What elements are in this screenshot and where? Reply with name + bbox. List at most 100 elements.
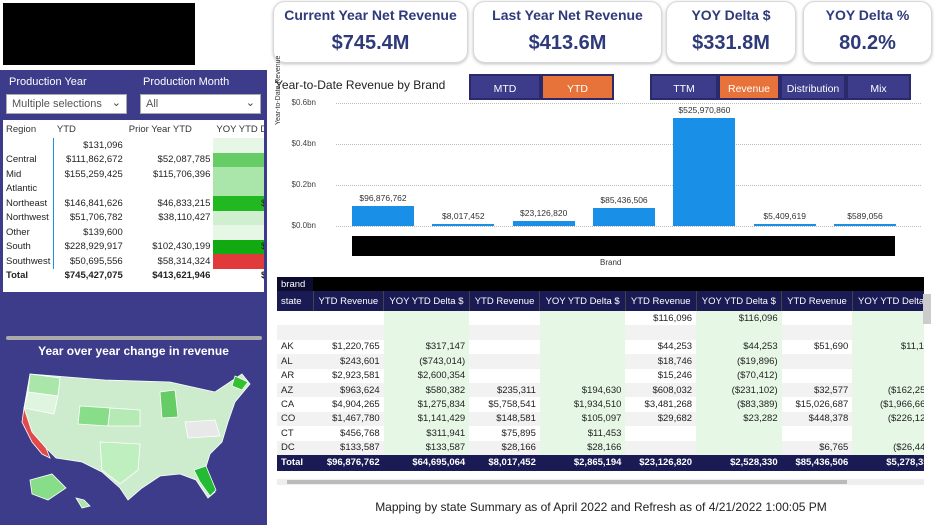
grid-row[interactable]: AL $243,601 ($743,014) $18,746 ($19,896) <box>277 354 924 369</box>
grid-row[interactable]: CT $456,768 $311,941 $75,895 $11,453 <box>277 426 924 441</box>
state-florida[interactable] <box>193 465 217 497</box>
state-oregon[interactable] <box>23 391 59 415</box>
grid-row[interactable]: CA $4,904,265 $1,275,834 $5,758,541 $1,934,5… <box>277 397 924 412</box>
us-map-base <box>23 373 251 501</box>
kpi-yoy-delta-dollar: YOY Delta $ $331.8M <box>666 1 796 63</box>
ttm-button[interactable]: TTM <box>650 74 718 100</box>
state-hawaii[interactable] <box>75 497 91 509</box>
region-cell-prior: $52,087,785 <box>157 154 211 166</box>
grid-col-header[interactable]: YOY YTD Delta $ <box>852 291 924 311</box>
grid-state-cell: CO <box>281 413 296 425</box>
grid-value-cell <box>852 325 924 340</box>
revenue-button[interactable]: Revenue <box>718 74 780 100</box>
gridline <box>336 103 921 104</box>
state-illinois[interactable] <box>159 389 179 419</box>
grid-col-header[interactable]: YTD Revenue <box>625 291 697 311</box>
region-row[interactable]: South $228,929,917 $102,430,199$126,4 <box>3 239 264 254</box>
grid-row[interactable]: AK $1,220,765 $317,147 $44,253 $44,253 $51,69… <box>277 339 924 355</box>
state-california[interactable] <box>21 407 51 459</box>
grid-total-cell: $85,436,506 <box>781 454 853 471</box>
grid-row[interactable] <box>277 325 924 340</box>
region-cell-ytd: $228,929,917 <box>64 241 123 253</box>
bar[interactable] <box>673 118 736 226</box>
state-alaska[interactable] <box>29 473 67 501</box>
grid-value-cell: $1,467,780 <box>332 413 380 425</box>
grid-row[interactable]: AR$2,923,581$2,600,354$15,246($70,412)$1… <box>277 368 924 383</box>
gridline <box>336 185 921 186</box>
us-choropleth-map[interactable] <box>10 362 260 512</box>
col-header-region[interactable]: Region <box>6 123 37 135</box>
region-row[interactable]: $131,096 $1 <box>3 138 264 153</box>
region-row[interactable]: Central $111,862,672 $52,087,785$59,7 <box>3 152 264 167</box>
refresh-footer-text: Mapping by state Summary as of April 202… <box>375 500 827 514</box>
bar[interactable] <box>512 221 575 226</box>
grid-col-header[interactable]: YTD Revenue <box>469 291 541 311</box>
grid-scroll-thumb[interactable] <box>287 480 847 484</box>
region-row[interactable]: Atlantic <box>3 181 264 196</box>
distribution-button[interactable]: Distribution <box>780 74 846 100</box>
y-tick-label: $0.0bn <box>291 221 316 230</box>
state-maine[interactable] <box>231 375 249 391</box>
grid-row[interactable]: $116,096 $116,096 <box>277 311 924 326</box>
region-row[interactable]: Northeast $146,841,626 $46,833,215$100,0 <box>3 196 264 211</box>
grid-total-label: Total <box>277 454 313 471</box>
grid-col-header[interactable]: YOY YTD Delta $ <box>696 291 783 311</box>
grid-value-cell: $1,275,834 <box>383 397 470 412</box>
state-tennessee[interactable] <box>184 419 221 439</box>
grid-value-cell: $3,481,268 <box>644 399 693 411</box>
region-cell-yoy: $1 <box>213 138 264 153</box>
grid-value-cell: $1,934,510 <box>539 397 626 412</box>
grid-row[interactable]: AZ $963,624 $580,382 $235,311 $194,630 $608,0… <box>277 382 924 398</box>
production-month-select[interactable]: All ⌄ <box>140 94 261 114</box>
state-colorado[interactable] <box>77 405 111 427</box>
region-cell-yoy: $59,7 <box>213 152 264 167</box>
grid-value-cell <box>625 325 696 339</box>
grid-value-cell <box>539 368 626 383</box>
grid-horizontal-scrollbar[interactable] <box>277 479 924 485</box>
region-row[interactable]: Northwest $51,706,782 $38,110,427$13,5 <box>3 210 264 225</box>
bar[interactable] <box>432 224 495 226</box>
region-cell-region: Atlantic <box>3 181 55 196</box>
grid-state-cell <box>277 311 313 325</box>
grid-total-cell: $96,876,762 <box>313 454 384 471</box>
grid-value-cell: $311,941 <box>383 426 470 441</box>
bar[interactable] <box>352 206 414 226</box>
grid-col-header[interactable]: YOY YTD Delta $ <box>539 291 626 311</box>
bar[interactable] <box>593 208 656 226</box>
grid-row[interactable]: DC $133,587 $133,587 $28,166 $28,166 $6,765 ($… <box>277 440 924 455</box>
chart-y-axis-label: Year-to-Date Revenue <box>275 55 282 125</box>
state-texas[interactable] <box>99 441 141 485</box>
mtd-button[interactable]: MTD <box>469 74 541 100</box>
vertical-scrollbar[interactable] <box>923 294 931 324</box>
bar[interactable] <box>753 224 816 226</box>
ytd-button[interactable]: YTD <box>541 74 614 100</box>
grid-value-cell <box>469 354 540 368</box>
region-row[interactable]: Other $139,600 $1 <box>3 225 264 240</box>
grid-value-cell <box>696 325 782 340</box>
col-header-prior-year-ytd[interactable]: Prior Year YTD <box>128 123 192 135</box>
gridline <box>336 226 921 227</box>
region-cell-ytd: $155,259,425 <box>64 168 123 180</box>
grid-value-cell <box>852 426 924 441</box>
grid-value-cell: $448,378 <box>808 413 849 425</box>
grid-col-header[interactable]: YTD Revenue <box>781 291 853 311</box>
region-row[interactable]: Southwest $50,695,556 $58,314,324($7,6 <box>3 254 264 269</box>
grid-value-cell: $133,587 <box>340 442 380 454</box>
state-brand-matrix[interactable]: brand state YTD Revenue YOY YTD Delta $ YT… <box>277 277 924 479</box>
grid-value-cell: $18,746 <box>657 355 693 367</box>
production-year-select[interactable]: Multiple selections ⌄ <box>6 94 127 114</box>
grid-value-cell: ($743,014) <box>383 354 470 369</box>
grid-value-cell: $456,768 <box>340 427 380 439</box>
bar[interactable] <box>834 224 897 226</box>
grid-row[interactable]: CO $1,467,780 $1,141,429 $148,581 $105,097 $2… <box>277 411 924 427</box>
col-header-ytd[interactable]: YTD <box>56 123 76 135</box>
grid-col-header[interactable]: YTD Revenue <box>313 291 385 311</box>
horizontal-scrollbar[interactable] <box>6 336 262 340</box>
region-row[interactable]: Mid $155,259,425 $115,706,396$39,5 <box>3 167 264 182</box>
grid-col-header[interactable]: YOY YTD Delta $ <box>383 291 470 311</box>
col-header-yoy-ytd-delta[interactable]: YOY YTD D <box>216 123 264 135</box>
mix-button[interactable]: Mix <box>846 74 911 100</box>
region-cell-yoy: $39,5 <box>213 167 264 182</box>
grid-state-cell: DC <box>281 442 295 454</box>
state-kansas[interactable] <box>107 407 141 427</box>
